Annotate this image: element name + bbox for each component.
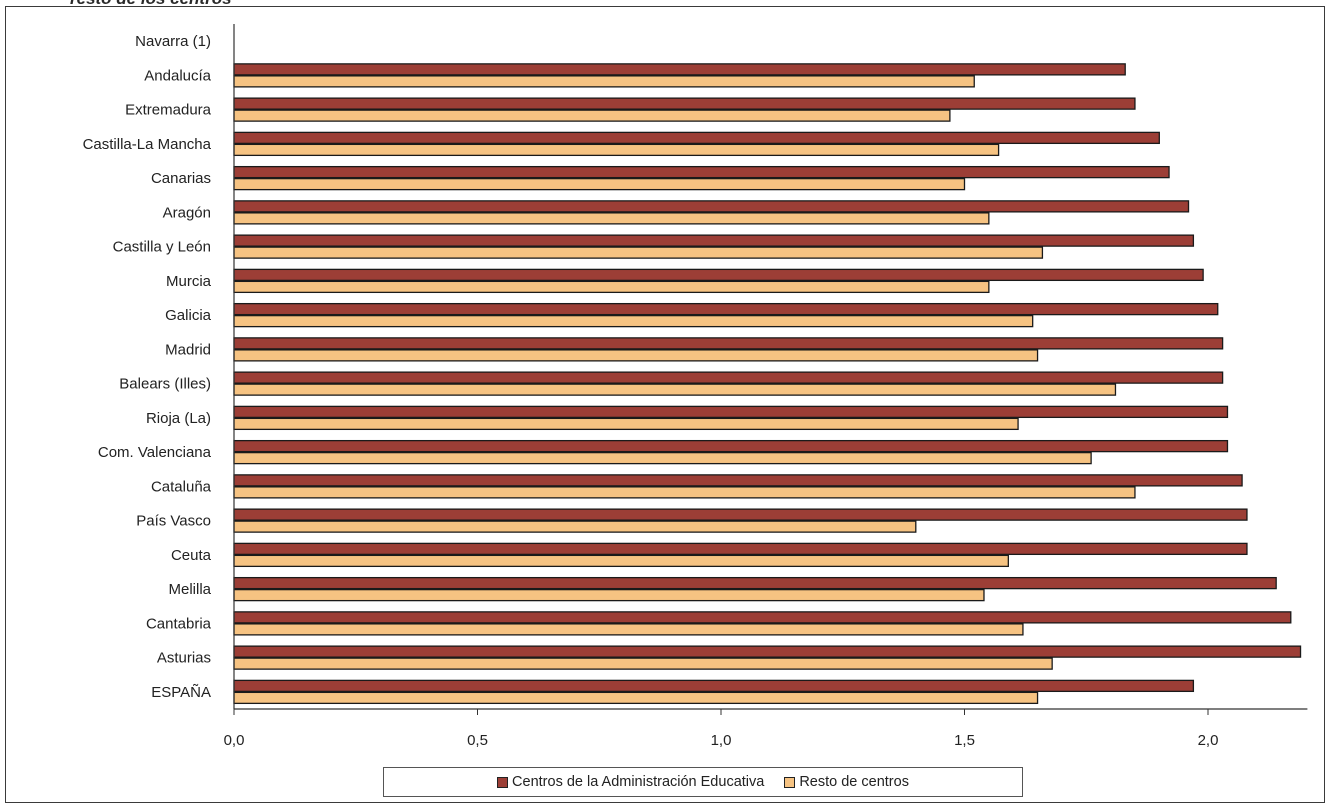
bar-resto-aragon	[233, 212, 990, 225]
x-tick-label-4: 2,0	[1198, 732, 1219, 749]
legend-item-resto: Resto de centros	[784, 774, 909, 790]
y-tick-label-espana: ESPAÑA	[151, 684, 211, 701]
bar-admin-rioja-la	[233, 405, 1229, 419]
y-tick-label-navarra-1: Navarra (1)	[135, 33, 211, 50]
bar-resto-cantabria	[233, 623, 1024, 636]
bar-resto-murcia	[233, 280, 990, 294]
bar-admin-extremadura	[233, 97, 1136, 110]
y-tick-label-extremadura: Extremadura	[125, 102, 212, 119]
bar-resto-castilla-la-mancha	[233, 143, 1000, 157]
bar-resto-rioja-la	[233, 417, 1019, 431]
bar-resto-asturias	[233, 657, 1053, 670]
legend-swatch-resto	[784, 776, 796, 788]
y-tick-label-madrid: Madrid	[165, 341, 211, 358]
bar-resto-pais-vasco	[233, 520, 917, 533]
y-tick-label-ceuta: Ceuta	[171, 547, 212, 564]
bar-admin-andalucia	[233, 63, 1126, 76]
bar-admin-balears-illes	[233, 371, 1224, 384]
y-tick-label-balears-illes: Balears (Illes)	[119, 376, 211, 393]
bar-resto-espana	[233, 691, 1039, 705]
y-tick-label-aragon: Aragón	[163, 204, 211, 221]
y-tick-label-murcia: Murcia	[166, 273, 212, 290]
x-tick-label-2: 1,0	[711, 732, 732, 749]
bar-resto-cataluna	[233, 486, 1136, 499]
y-tick-label-castilla-la-mancha: Castilla-La Mancha	[83, 136, 212, 153]
chart-legend: Centros de la Administración Educativa R…	[383, 767, 1023, 797]
bar-resto-melilla	[233, 588, 985, 602]
x-tick-label-0: 0,0	[224, 732, 245, 749]
bar-resto-galicia	[233, 314, 1034, 328]
bar-admin-com-valenciana	[233, 439, 1229, 453]
bar-admin-castilla-y-leon	[233, 234, 1195, 247]
bar-admin-ceuta	[233, 542, 1248, 556]
bar-resto-madrid	[233, 349, 1039, 362]
bar-resto-castilla-y-leon	[233, 246, 1044, 259]
bar-admin-castilla-la-mancha	[233, 131, 1160, 145]
bar-admin-melilla	[233, 576, 1277, 590]
bar-admin-canarias	[233, 165, 1170, 179]
y-tick-label-pais-vasco: País Vasco	[136, 513, 211, 530]
bar-resto-extremadura	[233, 109, 951, 122]
bar-admin-galicia	[233, 302, 1219, 316]
y-tick-label-rioja-la: Rioja (La)	[146, 410, 211, 427]
bar-admin-cataluna	[233, 474, 1243, 487]
bar-admin-madrid	[233, 337, 1224, 350]
y-tick-label-galicia: Galicia	[165, 307, 212, 324]
legend-item-admin: Centros de la Administración Educativa	[497, 774, 764, 790]
legend-swatch-admin	[497, 776, 509, 788]
legend-label-admin: Centros de la Administración Educativa	[512, 774, 765, 790]
bar-resto-balears-illes	[233, 383, 1117, 396]
bar-resto-com-valenciana	[233, 451, 1092, 465]
y-tick-label-melilla: Melilla	[168, 581, 211, 598]
bar-admin-cantabria	[233, 611, 1292, 624]
bar-resto-ceuta	[233, 554, 1009, 568]
y-tick-label-canarias: Canarias	[151, 170, 211, 187]
chart-frame	[5, 6, 1325, 803]
bar-admin-asturias	[233, 645, 1302, 658]
bar-admin-murcia	[233, 268, 1204, 282]
y-tick-label-asturias: Asturias	[157, 650, 211, 667]
y-tick-label-cantabria: Cantabria	[146, 615, 212, 632]
y-tick-label-com-valenciana: Com. Valenciana	[98, 444, 212, 461]
bar-admin-aragon	[233, 200, 1190, 213]
chart-title-fragment: resto de los centros	[70, 0, 232, 9]
x-tick-label-3: 1,5	[954, 732, 975, 749]
bar-admin-pais-vasco	[233, 508, 1248, 521]
y-tick-label-castilla-y-leon: Castilla y León	[113, 239, 211, 256]
y-tick-label-andalucia: Andalucía	[144, 67, 211, 84]
x-tick-label-1: 0,5	[467, 732, 488, 749]
bar-admin-espana	[233, 679, 1195, 693]
bar-resto-andalucia	[233, 75, 975, 88]
bar-resto-canarias	[233, 177, 966, 191]
y-tick-label-cataluna: Cataluña	[151, 478, 212, 495]
legend-label-resto: Resto de centros	[799, 774, 909, 790]
